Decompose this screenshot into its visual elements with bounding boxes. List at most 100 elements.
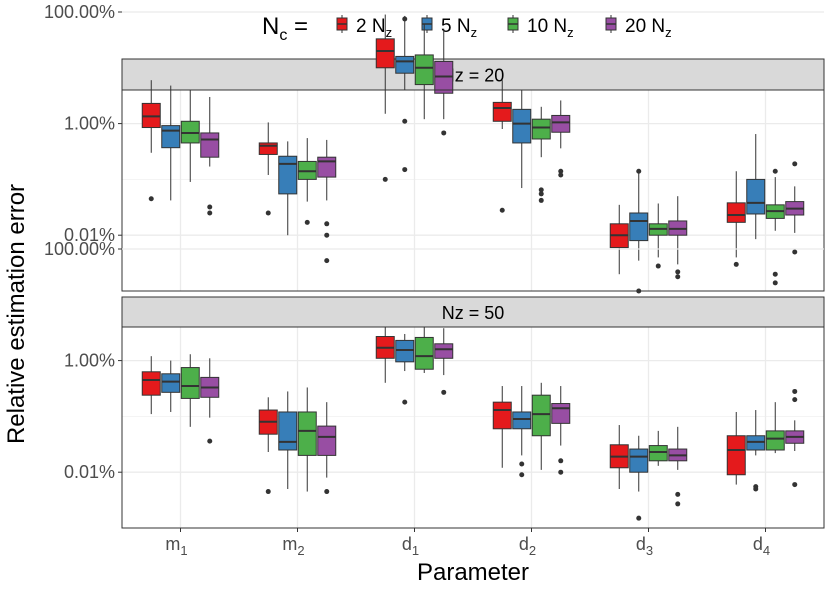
- outlier-point: [382, 176, 388, 182]
- box-iqr: [141, 371, 161, 396]
- box-6-3: [765, 402, 785, 454]
- box-5-3: [648, 430, 668, 466]
- box-3-3: [414, 327, 434, 373]
- box-4-1: [492, 80, 512, 213]
- box-2-1: [258, 397, 278, 495]
- outlier-point: [148, 196, 154, 202]
- outlier-point: [402, 167, 408, 173]
- outlier-point: [792, 388, 798, 394]
- panel-background: [122, 327, 824, 528]
- box-iqr: [375, 38, 395, 69]
- box-iqr: [395, 55, 415, 74]
- outlier-point: [207, 438, 213, 444]
- box-iqr: [746, 435, 766, 451]
- box-2-3: [297, 138, 317, 225]
- panel-border: [121, 89, 825, 292]
- x-tick-label-main: d: [753, 534, 763, 554]
- outlier-point: [441, 130, 447, 136]
- x-axis-title: Parameter: [417, 559, 529, 586]
- box-1-1: [141, 356, 161, 415]
- outlier-point: [772, 168, 778, 174]
- x-tick-label: m1: [165, 534, 187, 558]
- box-iqr: [726, 435, 746, 476]
- box-2-2: [278, 141, 298, 236]
- box-iqr: [629, 212, 649, 242]
- box-iqr: [180, 367, 200, 399]
- box-3-4: [434, 28, 454, 136]
- box-iqr: [161, 125, 181, 149]
- legend-entry-label: 20 Nz: [625, 16, 672, 40]
- legend-entry-label-sub: z: [471, 25, 478, 40]
- box-iqr: [278, 155, 298, 195]
- box-iqr: [648, 445, 668, 462]
- box-iqr: [200, 132, 220, 158]
- box-2-1: [258, 122, 278, 216]
- box-3-1: [375, 327, 395, 383]
- box-5-1: [609, 425, 629, 489]
- legend-entry-label: 5 Nz: [441, 16, 477, 40]
- box-5-3: [648, 203, 668, 269]
- x-tick-label-sub: 4: [763, 543, 770, 558]
- box-iqr: [726, 202, 746, 223]
- box-iqr: [258, 142, 278, 155]
- outlier-point: [519, 461, 525, 467]
- box-3-2: [395, 15, 415, 173]
- facet-strip-label: Nz = 20: [442, 66, 505, 86]
- y-tick-label: 0.01%: [64, 462, 115, 482]
- x-tick-label: m2: [282, 534, 304, 558]
- x-tick-label-main: m: [165, 534, 180, 554]
- box-iqr: [297, 411, 317, 456]
- box-iqr: [492, 101, 512, 122]
- box-iqr: [492, 401, 512, 430]
- legend-title-sub: c: [279, 27, 287, 44]
- box-1-4: [200, 96, 220, 216]
- box-5-1: [609, 204, 629, 275]
- legend-title: Nc =: [262, 13, 308, 44]
- legend-entry-label-sub: z: [567, 25, 574, 40]
- box-3-2: [395, 333, 415, 405]
- box-iqr: [531, 394, 551, 437]
- box-3-3: [414, 24, 434, 120]
- outlier-point: [538, 191, 544, 197]
- box-6-2: [746, 410, 766, 492]
- box-4-4: [551, 386, 571, 475]
- outlier-point: [402, 399, 408, 405]
- outlier-point: [636, 168, 642, 174]
- outlier-point: [441, 389, 447, 395]
- box-5-4: [668, 196, 688, 280]
- outlier-point: [402, 16, 408, 22]
- x-tick-label: d2: [519, 534, 536, 558]
- legend-entry-label-main: 20 N: [625, 16, 665, 37]
- outlier-point: [792, 482, 798, 488]
- box-4-3: [531, 106, 551, 203]
- outlier-point: [402, 118, 408, 124]
- outlier-point: [265, 489, 271, 495]
- box-5-4: [668, 426, 688, 507]
- outlier-point: [675, 491, 681, 497]
- x-tick-label-main: d: [636, 534, 646, 554]
- x-tick-label-sub: 2: [297, 543, 304, 558]
- panel: Nz = 50 100.00% 1.00% 0.01%: [44, 239, 825, 529]
- x-tick-label-main: d: [402, 534, 412, 554]
- x-tick-label: d3: [636, 534, 653, 558]
- facet-strip: [121, 296, 825, 328]
- box-1-2: [161, 85, 181, 201]
- outlier-point: [792, 161, 798, 167]
- outlier-point: [753, 486, 759, 492]
- outlier-point: [733, 261, 739, 267]
- box-6-4: [785, 388, 805, 488]
- box-4-2: [512, 386, 532, 478]
- outlier-point: [558, 469, 564, 475]
- outlier-point: [675, 274, 681, 280]
- legend-entry-label-main: 10 N: [527, 16, 567, 37]
- panel: Nz = 20 100.00% 1.00% 0.01%: [44, 2, 825, 319]
- legend-entry-label-sub: z: [665, 25, 672, 40]
- legend-entry-label-main: 5 N: [441, 16, 471, 37]
- box-6-1: [726, 171, 746, 302]
- x-tick-label-sub: 3: [646, 543, 653, 558]
- outlier-point: [558, 172, 564, 178]
- box-iqr: [512, 108, 532, 144]
- panels: Nz = 20 100.00% 1.00% 0.01% Nz = 50 100.00% 1.…: [44, 2, 825, 529]
- x-tick-label-main: m: [282, 534, 297, 554]
